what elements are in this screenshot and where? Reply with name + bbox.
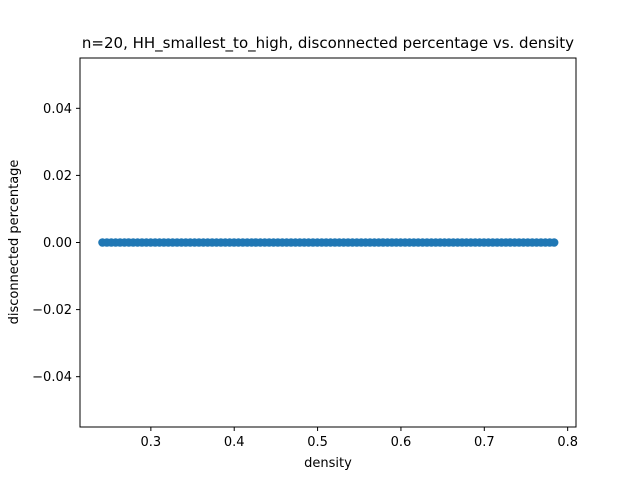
y-axis-label: disconnected percentage: [7, 160, 22, 325]
x-tick-label: 0.8: [557, 435, 578, 450]
x-tick-label: 0.4: [224, 435, 245, 450]
x-tick-label: 0.6: [391, 435, 412, 450]
y-tick-label: −0.04: [32, 370, 72, 385]
y-tick-label: 0.04: [43, 102, 72, 117]
scatter-point: [549, 238, 559, 247]
x-axis-label: density: [304, 456, 352, 471]
chart-title: n=20, HH_smallest_to_high, disconnected …: [82, 34, 574, 53]
y-tick-label: 0.02: [43, 169, 72, 184]
y-axis-ticks: −0.04 −0.02 0.00 0.02 0.04: [32, 102, 80, 385]
y-tick-label: −0.02: [32, 303, 72, 318]
x-tick-label: 0.3: [141, 435, 162, 450]
scatter-points: [98, 238, 559, 247]
y-tick-label: 0.00: [43, 236, 72, 251]
x-tick-label: 0.5: [307, 435, 328, 450]
x-tick-label: 0.7: [474, 435, 495, 450]
x-axis-ticks: 0.3 0.4 0.5 0.6 0.7 0.8: [141, 427, 578, 450]
